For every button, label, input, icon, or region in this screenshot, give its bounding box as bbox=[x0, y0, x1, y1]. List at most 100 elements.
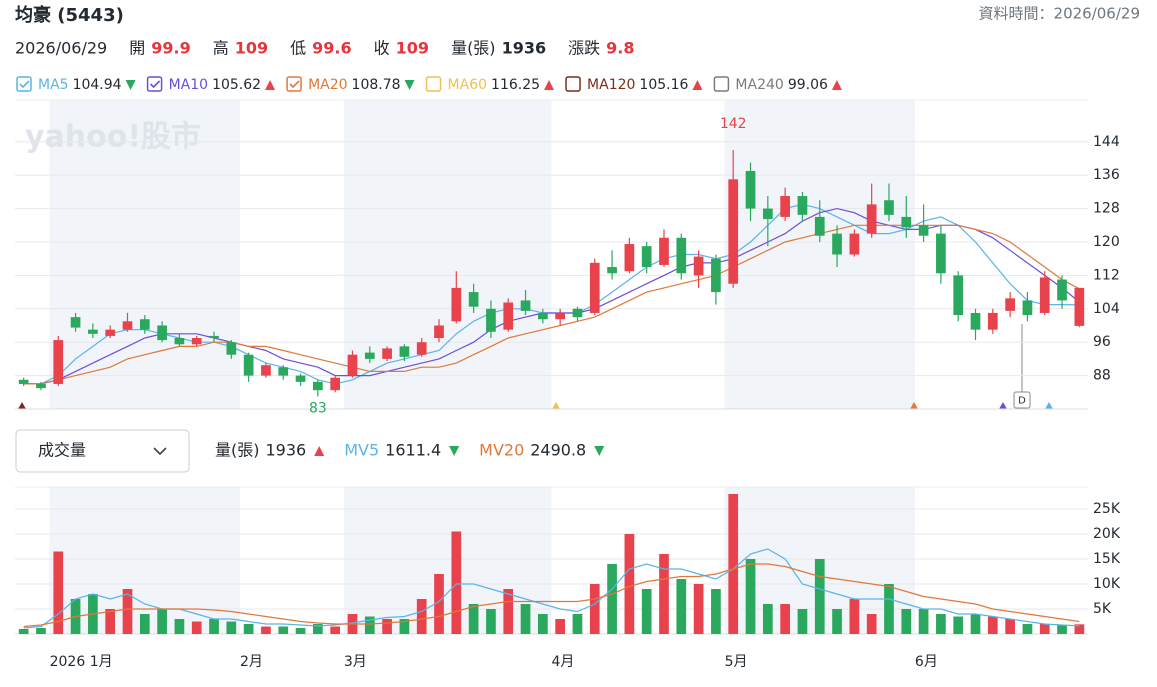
volume-trend bbox=[314, 446, 325, 456]
candle-body bbox=[451, 287, 462, 322]
candle-body bbox=[364, 352, 375, 359]
mv-line bbox=[23, 563, 1080, 628]
quote-label: 低 bbox=[290, 39, 306, 58]
candle-body bbox=[399, 346, 410, 357]
volume-bar bbox=[1022, 624, 1033, 634]
candle-body bbox=[36, 383, 46, 389]
ma-name: MA120 bbox=[587, 77, 635, 93]
candle-body bbox=[745, 170, 756, 209]
y-tick-label: 25K bbox=[1093, 501, 1121, 517]
candle-body bbox=[486, 308, 496, 332]
event-marker[interactable] bbox=[1013, 391, 1031, 409]
y-tick-label: 10K bbox=[1093, 576, 1121, 592]
volume-bar bbox=[451, 531, 462, 634]
candle-body bbox=[607, 267, 617, 274]
candle-body bbox=[278, 367, 289, 376]
cross-marker bbox=[18, 402, 26, 409]
candle-body bbox=[814, 216, 825, 236]
candle-body bbox=[243, 354, 254, 376]
volume-bar bbox=[139, 614, 150, 634]
ma-value: 105.62 bbox=[212, 77, 261, 93]
volume-bar bbox=[1057, 625, 1067, 634]
volume-bar bbox=[762, 604, 773, 634]
candle-body bbox=[918, 225, 929, 236]
candle-body bbox=[693, 256, 704, 276]
candle-body bbox=[659, 237, 669, 265]
quote-label: 漲跌 bbox=[568, 39, 600, 58]
x-tick-label: 4月 bbox=[552, 654, 575, 670]
candle-body bbox=[780, 196, 790, 217]
volume-legend-value: 2490.8 bbox=[530, 441, 586, 460]
candle-body bbox=[936, 233, 946, 274]
checkmark bbox=[19, 80, 30, 89]
candle-body bbox=[1005, 298, 1015, 311]
volume-bar bbox=[970, 614, 981, 634]
volume-bar bbox=[1074, 624, 1085, 634]
ma-checkbox[interactable] bbox=[425, 76, 442, 92]
volume-bar bbox=[382, 619, 392, 634]
volume-bar bbox=[434, 574, 444, 634]
volume-bar bbox=[797, 609, 808, 634]
candle-body bbox=[884, 200, 894, 215]
dropdown-chevron bbox=[153, 447, 167, 456]
volume-bar bbox=[174, 619, 185, 634]
quote-value: 9.8 bbox=[606, 39, 634, 58]
candle-body bbox=[555, 312, 565, 320]
ma-checkbox[interactable] bbox=[565, 76, 581, 92]
volume-trend bbox=[594, 446, 605, 456]
volume-bar bbox=[191, 621, 202, 634]
volume-bar bbox=[901, 609, 912, 634]
y-tick-label: 104 bbox=[1093, 301, 1120, 317]
volume-bar bbox=[503, 589, 514, 634]
candle-body bbox=[347, 354, 358, 376]
ma-trend bbox=[544, 80, 555, 90]
candle-body bbox=[226, 342, 237, 355]
volume-trend bbox=[449, 446, 460, 456]
quote-date: 2026/06/29 bbox=[15, 39, 107, 58]
ma-checkbox[interactable] bbox=[286, 76, 302, 92]
low-label: 83 bbox=[309, 400, 327, 416]
volume-bar bbox=[278, 626, 289, 634]
volume-bar bbox=[122, 589, 133, 634]
volume-bar bbox=[520, 604, 531, 634]
indicator-dropdown[interactable] bbox=[15, 429, 190, 473]
month-band bbox=[49, 100, 240, 409]
ma-name: MA240 bbox=[735, 77, 783, 93]
candle-body bbox=[434, 325, 444, 339]
volume-bar bbox=[416, 599, 427, 634]
event-label: D bbox=[1018, 396, 1026, 407]
candle-body bbox=[18, 379, 29, 384]
quote-value: 99.6 bbox=[312, 39, 351, 58]
candle-body bbox=[849, 233, 860, 255]
candle-body bbox=[157, 325, 167, 341]
checkmark bbox=[150, 80, 161, 89]
quote-value: 99.9 bbox=[151, 39, 190, 58]
x-tick-label: 5月 bbox=[725, 654, 748, 670]
volume-bar bbox=[780, 604, 790, 634]
volume-legend-value: 1611.4 bbox=[385, 441, 441, 460]
ma-checkbox[interactable] bbox=[713, 76, 730, 92]
quote-label: 量(張) bbox=[451, 39, 496, 58]
y-tick-label: 5K bbox=[1093, 601, 1112, 617]
candle-body bbox=[105, 329, 116, 336]
ma-trend bbox=[265, 80, 276, 90]
x-tick-label: 3月 bbox=[344, 654, 367, 670]
ma-checkbox[interactable] bbox=[16, 76, 32, 92]
volume-bar bbox=[1039, 624, 1050, 634]
ma-value: 108.78 bbox=[352, 77, 401, 93]
quote-value: 109 bbox=[396, 39, 429, 58]
candle-body bbox=[295, 375, 306, 382]
volume-bar bbox=[589, 584, 600, 634]
ma-trend bbox=[125, 80, 136, 90]
candle-body bbox=[728, 179, 739, 284]
quote-value: 1936 bbox=[502, 39, 547, 58]
candle-body bbox=[88, 329, 98, 334]
quote-value: 109 bbox=[235, 39, 268, 58]
candle-body bbox=[589, 262, 600, 313]
volume-bar bbox=[364, 616, 375, 634]
candle-body bbox=[1022, 300, 1033, 316]
ma-checkbox[interactable] bbox=[146, 76, 163, 92]
volume-bar bbox=[659, 554, 669, 634]
candle-body bbox=[762, 208, 773, 220]
